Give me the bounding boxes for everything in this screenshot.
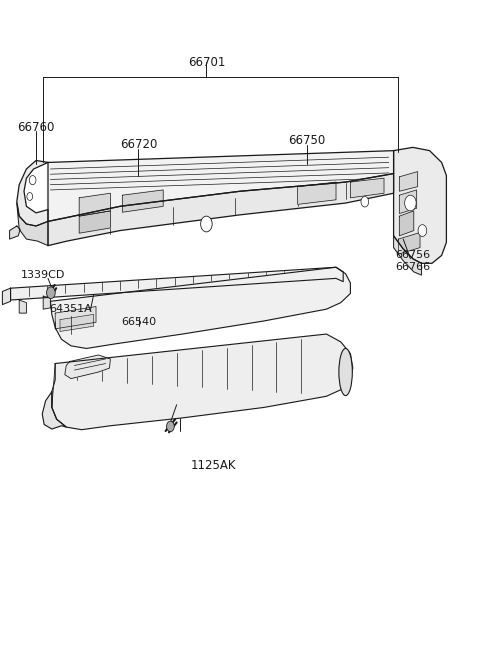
Text: 66756: 66756 [395,250,431,261]
Polygon shape [50,267,350,348]
Polygon shape [394,236,421,275]
Circle shape [27,193,33,200]
Text: 66766: 66766 [395,262,431,272]
Polygon shape [48,174,394,246]
Polygon shape [48,151,394,221]
Circle shape [201,216,212,232]
Polygon shape [55,307,96,329]
Polygon shape [60,314,94,331]
Polygon shape [10,226,20,239]
Polygon shape [399,172,418,191]
Polygon shape [298,182,336,204]
Text: 66720: 66720 [120,138,158,151]
Polygon shape [2,288,11,305]
Polygon shape [394,147,446,263]
Polygon shape [43,296,50,309]
Circle shape [167,421,174,432]
Circle shape [29,176,36,185]
Circle shape [418,225,427,236]
Polygon shape [79,193,110,216]
Polygon shape [42,392,66,429]
Text: 1339CD: 1339CD [21,270,65,280]
Polygon shape [398,233,420,254]
Polygon shape [52,334,353,430]
Polygon shape [17,160,48,226]
Circle shape [405,195,416,211]
Polygon shape [17,203,48,246]
Polygon shape [122,190,163,212]
Ellipse shape [339,348,352,396]
Polygon shape [399,190,417,214]
Polygon shape [350,178,384,198]
Text: 66540: 66540 [121,317,157,328]
Circle shape [47,287,55,299]
Text: 66760: 66760 [17,121,55,134]
Polygon shape [11,267,343,300]
Polygon shape [399,211,414,236]
Polygon shape [65,355,110,379]
Text: 64351A: 64351A [49,304,93,314]
Polygon shape [19,300,26,313]
Text: 1125AK: 1125AK [191,458,236,472]
Text: 66750: 66750 [288,134,326,147]
Polygon shape [79,211,110,233]
Text: 66701: 66701 [188,56,225,69]
Circle shape [361,196,369,207]
